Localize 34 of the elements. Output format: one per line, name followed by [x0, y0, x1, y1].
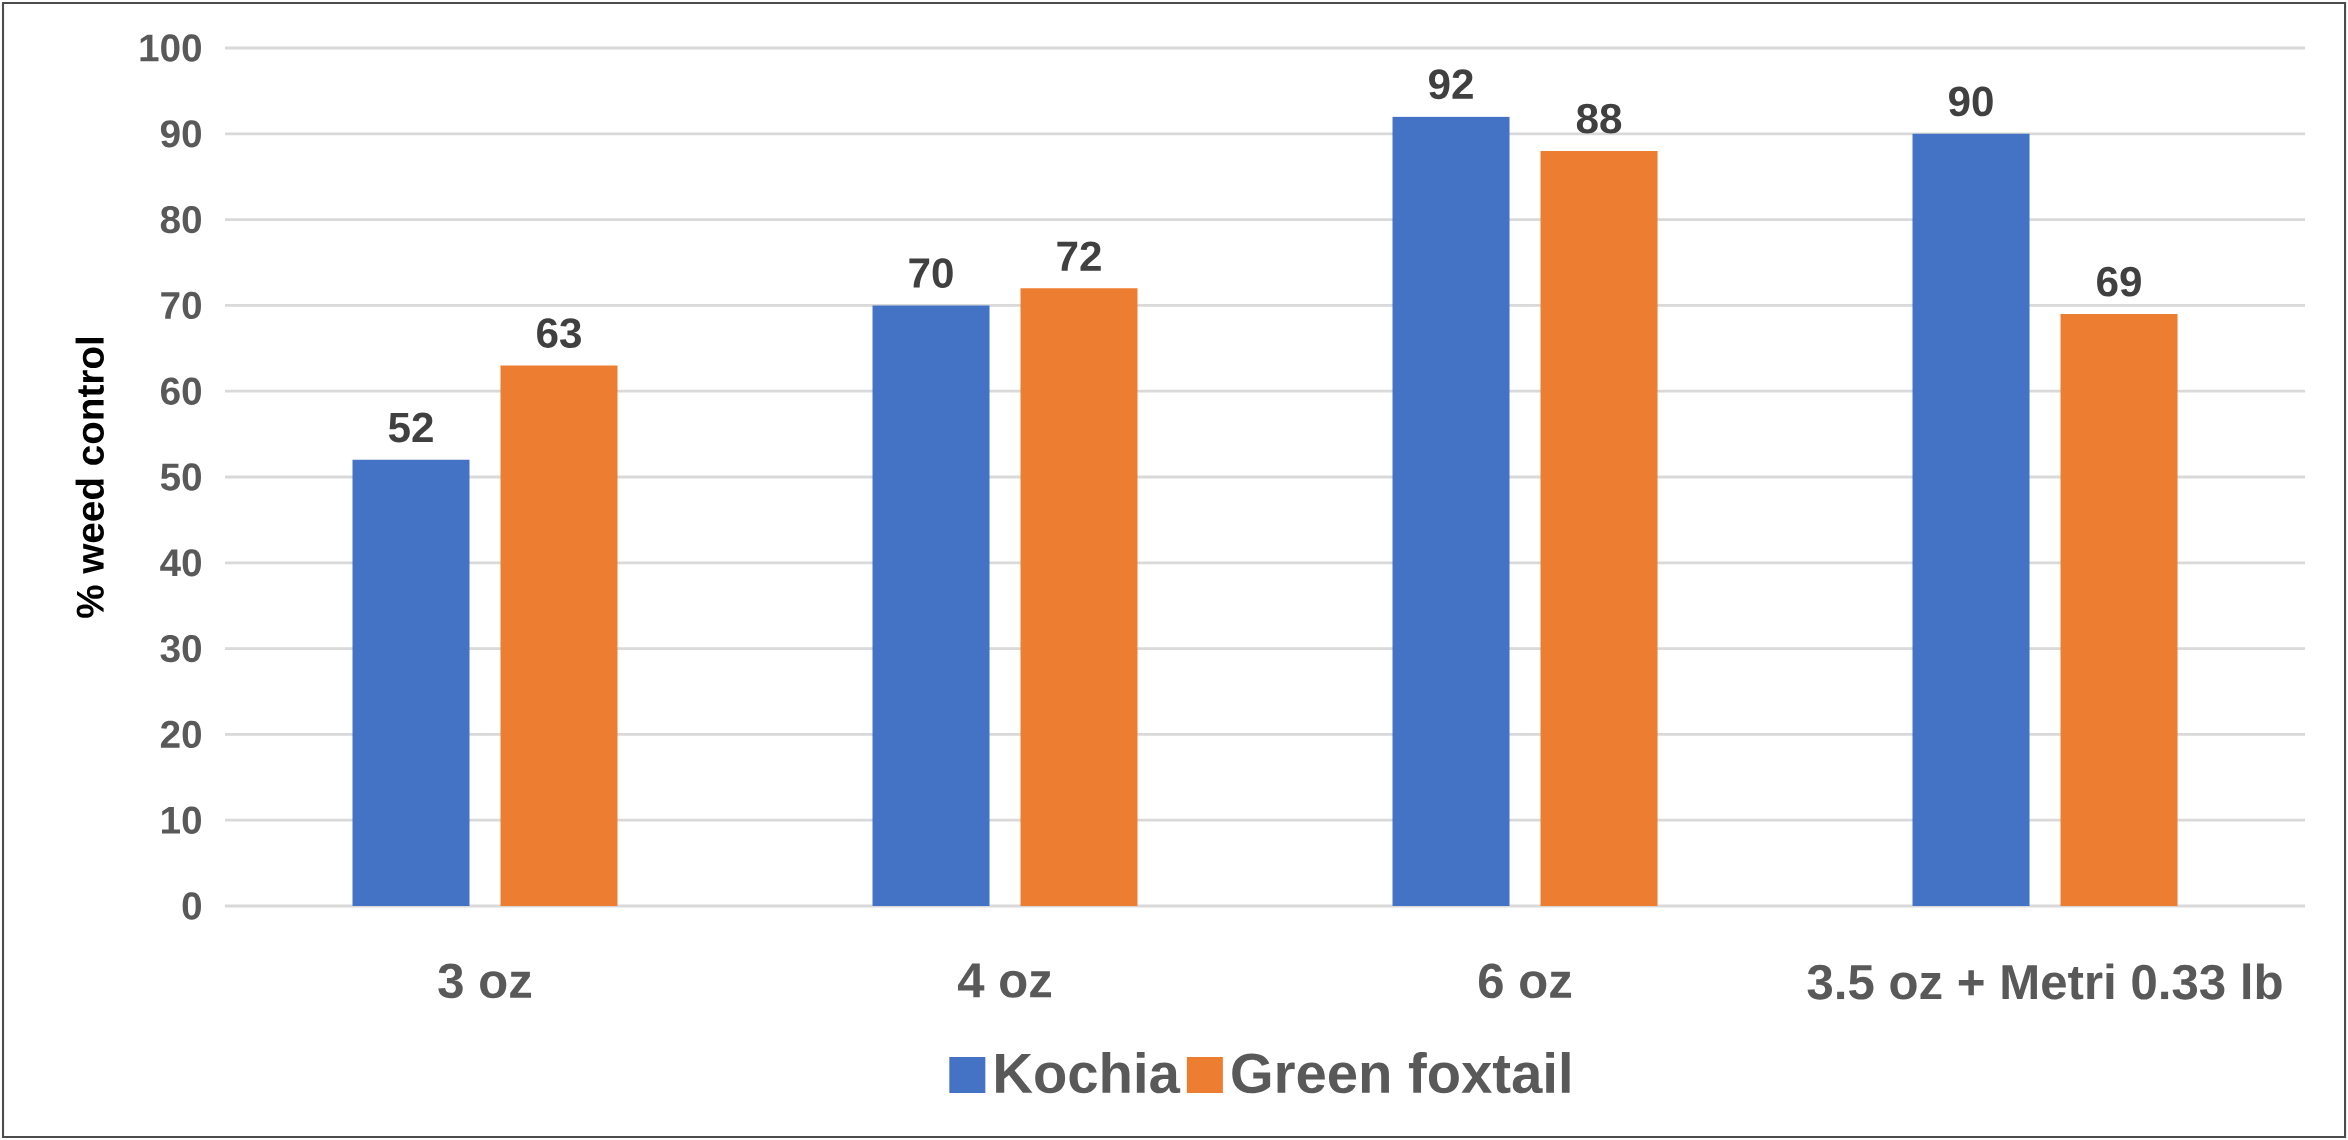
y-tick-label: 30	[160, 634, 201, 663]
bar	[2060, 313, 2178, 906]
y-tick-label: 50	[160, 463, 201, 491]
y-tick-label: 70	[161, 291, 201, 320]
bar	[1912, 133, 2030, 906]
data-label: 69	[2097, 266, 2141, 297]
y-tick-label: 0	[182, 892, 201, 920]
x-tick-label: 4 oz	[957, 963, 1052, 998]
y-tick-label: 60	[161, 377, 201, 405]
bar	[352, 459, 470, 906]
y-tick-label: 20	[160, 720, 201, 749]
x-tick-label: 3.5 oz + Metri 0.33 lb	[1807, 963, 2282, 1000]
bar	[872, 305, 990, 906]
y-tick-label: 90	[160, 120, 201, 148]
bar	[1020, 288, 1138, 906]
y-tick-label: 40	[160, 549, 201, 577]
y-tick-label: 80	[160, 205, 201, 234]
bar	[1540, 150, 1658, 906]
bar	[1392, 116, 1510, 906]
data-label: 63	[537, 318, 581, 349]
legend-label: Kochia	[996, 1052, 1181, 1094]
y-tick-label: 10	[162, 806, 201, 834]
y-axis-title: % weed control	[75, 338, 104, 618]
data-label: 88	[1576, 103, 1622, 134]
data-label: 70	[909, 258, 953, 288]
x-tick-label: 3 oz	[438, 963, 532, 999]
y-tick-label: 100	[140, 34, 201, 62]
x-tick-label: 6 oz	[1478, 963, 1572, 999]
data-label: 90	[1949, 86, 1993, 117]
data-label: 52	[388, 412, 433, 443]
data-label: 92	[1429, 69, 1473, 100]
legend-label: Green foxtail	[1232, 1052, 1570, 1094]
bar	[500, 365, 618, 906]
data-label: 72	[1057, 241, 1101, 271]
